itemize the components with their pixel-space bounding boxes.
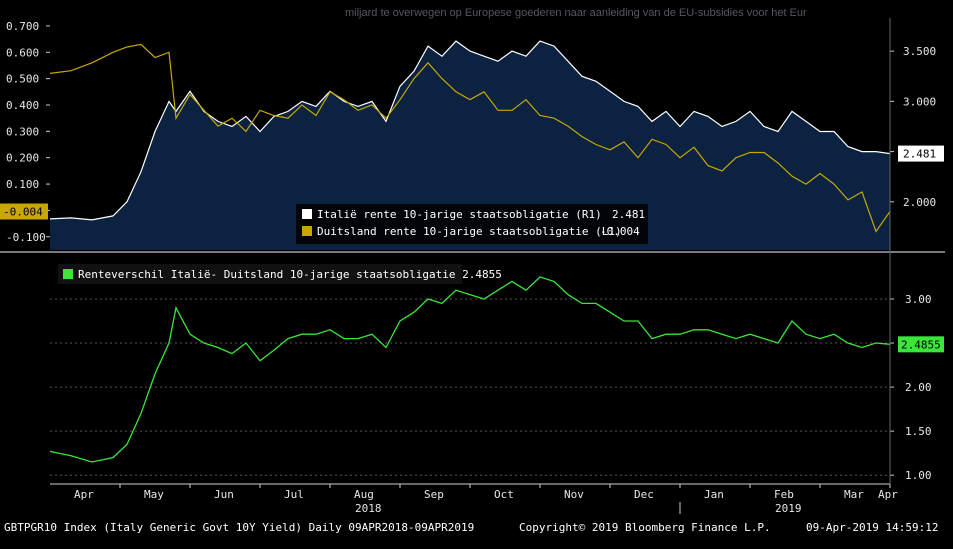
italy-last-value-tag xyxy=(898,145,944,162)
spread-line xyxy=(49,276,891,463)
x-month-label: Apr xyxy=(74,488,94,501)
left-tick-label: 0.700 xyxy=(6,20,39,33)
x-month-label: Mar xyxy=(844,488,864,501)
x-year-label: 2018 xyxy=(355,502,382,515)
spread-legend-label: Renteverschil Italië- Duitsland 10-jarig… xyxy=(78,268,502,281)
x-month-label: Dec xyxy=(634,488,654,501)
left-tick-label: -0.100 xyxy=(6,231,46,244)
bottom-right-tick-label: 1.00 xyxy=(905,469,932,482)
x-month-label: Jul xyxy=(284,488,304,501)
legend-italy-label: Italië rente 10-jarige staatsobligatie (… xyxy=(317,208,602,221)
legend-background xyxy=(296,204,648,244)
footer-copyright: Copyright© 2019 Bloomberg Finance L.P. xyxy=(519,521,771,534)
left-tick-label: 0.600 xyxy=(6,46,39,59)
germany-last-value-text: -0.004 xyxy=(3,206,43,219)
x-month-label: Apr xyxy=(878,488,898,501)
spread-last-value-tag xyxy=(898,336,944,353)
legend-germany-label: Duitsland rente 10-jarige staatsobligati… xyxy=(317,225,622,238)
left-tick-label: 0.300 xyxy=(6,125,39,138)
legend-italy-swatch xyxy=(302,209,312,219)
spread-last-value-text: 2.4855 xyxy=(901,338,941,351)
x-month-label: Jun xyxy=(214,488,234,501)
right-tick-label: 2.000 xyxy=(903,196,936,209)
x-axis: Apr May Jun Jul Aug Sep Oct Nov Dec Jan Feb Mar Apr 2… xyxy=(50,18,898,515)
x-month-label: Sep xyxy=(424,488,444,501)
top-panel: 0.700 0.600 0.500 0.400 0.300 0.200 0.100 -0.10… xyxy=(0,20,944,250)
footer-index-label: GBTPGR10 Index (Italy Generic Govt 10Y Y… xyxy=(4,521,474,534)
italy-yield-area xyxy=(50,41,890,250)
legend-italy-value: 2.481 xyxy=(612,208,645,221)
left-tick-label: 0.100 xyxy=(6,178,39,191)
left-tick-label: 0.500 xyxy=(6,73,39,86)
spread-legend-swatch xyxy=(63,269,73,279)
top-legend: Italië rente 10-jarige staatsobligatie (… xyxy=(296,204,648,244)
germany-yield-line xyxy=(49,43,891,233)
x-month-label: Oct xyxy=(494,488,514,501)
right-tick-label: 3.500 xyxy=(903,45,936,58)
x-month-label: Jan xyxy=(704,488,724,501)
x-month-label: Aug xyxy=(354,488,374,501)
spread-legend-background xyxy=(58,264,462,284)
germany-last-value-tag xyxy=(0,203,48,220)
x-month-label: Nov xyxy=(564,488,584,501)
bottom-right-tick-label: 2.00 xyxy=(905,381,932,394)
left-tick-label: 0.200 xyxy=(6,152,39,165)
italy-last-value-text: 2.481 xyxy=(903,148,936,161)
bottom-right-tick-label: 3.00 xyxy=(905,293,932,306)
footer-timestamp: 09-Apr-2019 14:59:12 xyxy=(806,521,938,534)
x-month-label: Feb xyxy=(774,488,794,501)
legend-germany-swatch xyxy=(302,226,312,236)
x-month-label: May xyxy=(144,488,164,501)
bottom-panel: 3.002.502.001.501.002.4855Renteverschil … xyxy=(49,264,944,482)
left-tick-label: 0.400 xyxy=(6,99,39,112)
right-tick-label: 3.000 xyxy=(903,95,936,108)
background-article-text: miljard te overwegen op Europese goedere… xyxy=(345,7,807,19)
x-year-label: 2019 xyxy=(775,502,802,515)
bottom-right-tick-label: 1.50 xyxy=(905,425,932,438)
legend-germany-value: -0.004 xyxy=(600,225,640,238)
